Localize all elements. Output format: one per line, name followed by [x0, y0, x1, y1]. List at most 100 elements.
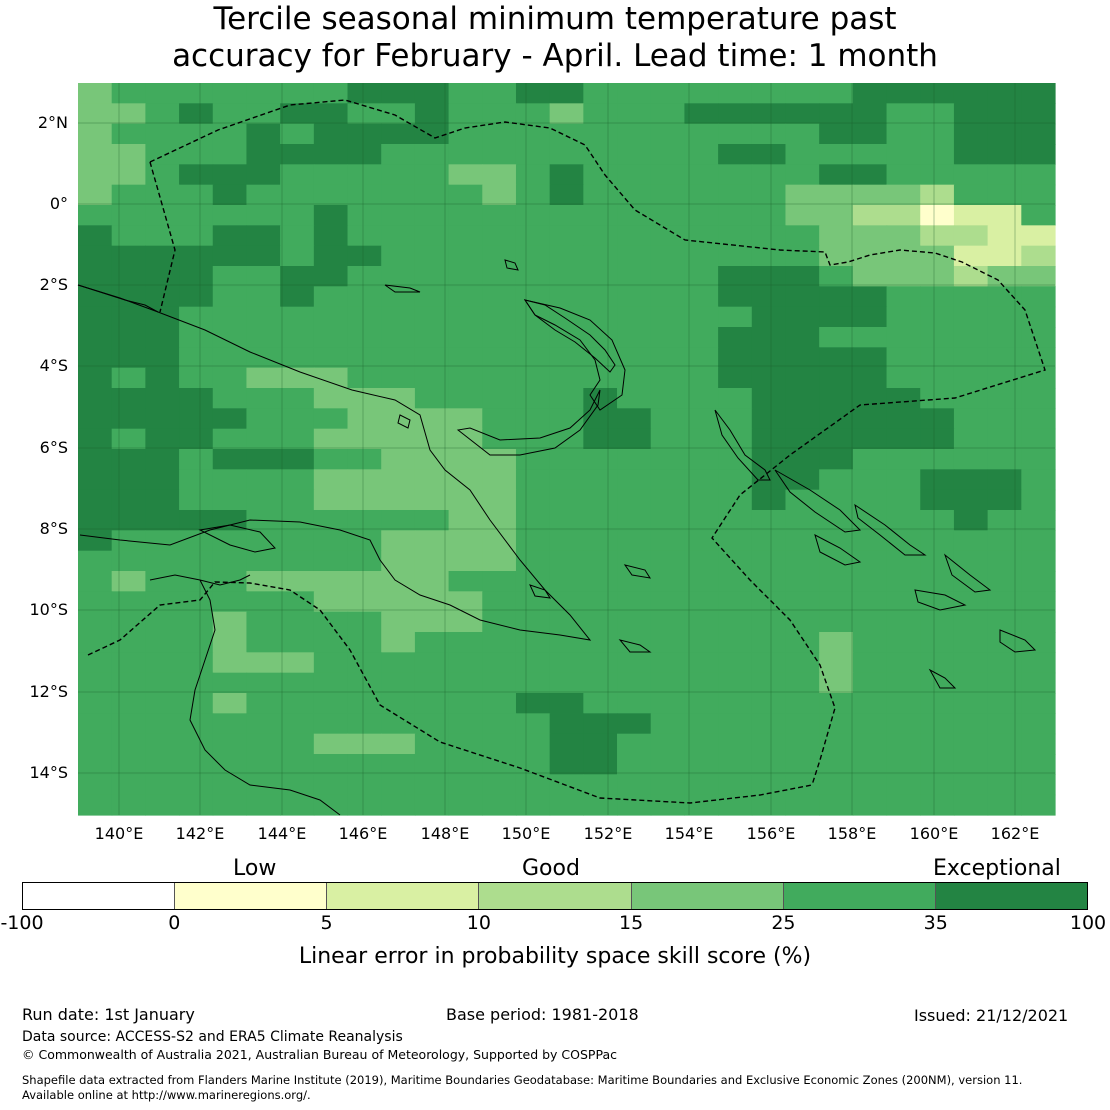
skill-cell — [751, 774, 787, 796]
skill-cell — [347, 428, 382, 450]
skill-cell — [414, 794, 450, 816]
skill-cell — [819, 144, 854, 165]
skill-cell — [718, 611, 753, 633]
skill-cell — [751, 632, 787, 653]
skill-cell — [448, 347, 483, 369]
skill-cell — [1021, 327, 1056, 348]
skill-cell — [987, 754, 1022, 775]
skill-cell — [448, 510, 483, 531]
skill-cell — [920, 713, 955, 735]
skill-cell — [987, 225, 1022, 247]
skill-cell — [987, 774, 1022, 796]
skill-cell — [549, 144, 584, 165]
skill-cell — [920, 245, 955, 267]
skill-cell — [381, 184, 416, 206]
skill-cell — [684, 733, 719, 755]
skill-cell — [313, 286, 349, 308]
skill-cell — [953, 693, 989, 714]
skill-cell — [145, 367, 180, 389]
skill-cell — [515, 367, 551, 389]
skill-cell — [347, 733, 382, 755]
legend-tick-label: 100 — [1069, 912, 1107, 934]
skill-cell — [819, 611, 854, 633]
skill-cell — [482, 144, 517, 165]
skill-cell — [515, 510, 551, 531]
skill-cell — [482, 388, 517, 409]
skill-cell — [819, 632, 854, 653]
skill-cell — [549, 611, 584, 633]
skill-cell — [246, 144, 281, 165]
skill-cell — [179, 550, 214, 572]
skill-cell — [179, 286, 214, 308]
skill-cell — [718, 713, 753, 735]
skill-cell — [819, 713, 854, 735]
skill-cell — [246, 225, 281, 247]
skill-cell — [987, 367, 1022, 389]
skill-cell — [1021, 794, 1056, 816]
skill-cell — [718, 225, 753, 247]
skill-cell — [920, 327, 955, 348]
skill-cell — [448, 449, 483, 470]
skill-cell — [347, 144, 382, 165]
skill-cell — [111, 225, 146, 247]
skill-cell — [987, 164, 1022, 186]
skill-cell — [920, 266, 955, 287]
skill-cell — [886, 733, 921, 755]
skill-cell — [549, 388, 584, 409]
skill-cell — [515, 550, 551, 572]
skill-cell — [381, 550, 416, 572]
latitude-label: 2°N — [37, 113, 68, 132]
skill-cell — [111, 205, 146, 226]
skill-cell — [549, 184, 584, 206]
skill-cell — [145, 510, 180, 531]
skill-cell — [583, 306, 618, 328]
skill-cell — [381, 611, 416, 633]
skill-cell — [953, 510, 989, 531]
skill-cell — [751, 489, 787, 511]
skill-cell — [785, 286, 820, 308]
skill-cell — [819, 205, 854, 226]
skill-cell — [650, 794, 686, 816]
skill-cell — [448, 611, 483, 633]
skill-cell — [751, 672, 787, 694]
skill-cell — [920, 286, 955, 308]
skill-cell — [751, 794, 787, 816]
skill-cell — [179, 632, 214, 653]
skill-cell — [751, 408, 787, 430]
skill-cell — [852, 489, 888, 511]
skill-cell — [1021, 774, 1056, 796]
skill-cell — [212, 550, 248, 572]
skill-cell — [448, 388, 483, 409]
skill-cell — [617, 571, 652, 592]
skill-cell — [482, 367, 517, 389]
skill-cell — [953, 774, 989, 796]
skill-cell — [785, 652, 820, 674]
skill-cell — [246, 428, 281, 450]
skill-cell — [920, 347, 955, 369]
skill-cell — [684, 103, 719, 125]
skill-cell — [684, 713, 719, 735]
skill-cell — [920, 103, 955, 125]
skill-cell — [617, 367, 652, 389]
skill-cell — [111, 266, 146, 287]
skill-cell — [212, 794, 248, 816]
skill-cell — [179, 469, 214, 491]
skill-cell — [886, 388, 921, 409]
skill-cell — [886, 245, 921, 267]
skill-cell — [886, 266, 921, 287]
skill-cell — [785, 388, 820, 409]
skill-cell — [179, 327, 214, 348]
skill-cell — [953, 123, 989, 145]
eez-boundaries — [87, 99, 1046, 804]
skill-cell — [785, 672, 820, 694]
skill-cell — [953, 164, 989, 186]
skill-cell — [280, 713, 315, 735]
skill-cell — [482, 571, 517, 592]
skill-cell — [212, 489, 248, 511]
skill-cell — [414, 672, 450, 694]
skill-cell — [583, 388, 618, 409]
legend-tick-label: 35 — [923, 912, 948, 934]
skill-cell — [920, 144, 955, 165]
skill-cell — [650, 591, 686, 613]
skill-cell — [785, 266, 820, 287]
